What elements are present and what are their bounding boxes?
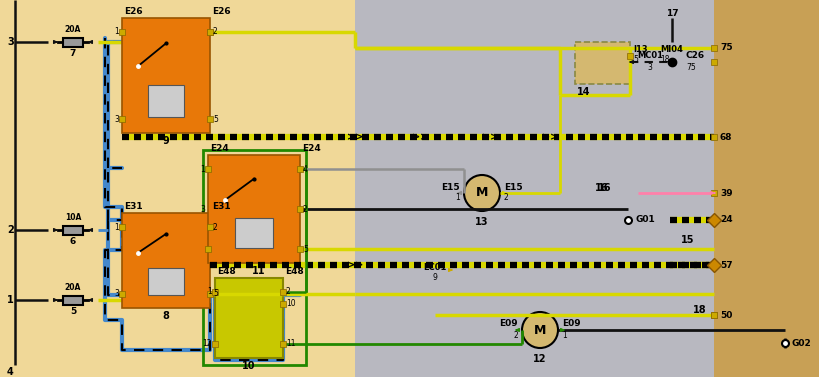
- Text: 2: 2: [303, 204, 307, 213]
- Text: G02: G02: [791, 339, 811, 348]
- Bar: [234, 218, 273, 248]
- Text: 16: 16: [598, 183, 611, 193]
- Bar: [215, 278, 283, 358]
- Text: 75: 75: [719, 43, 731, 52]
- Text: 1: 1: [200, 164, 205, 173]
- Text: 6: 6: [70, 238, 76, 247]
- Bar: [147, 85, 184, 117]
- Text: 1: 1: [114, 28, 119, 37]
- Text: E48: E48: [285, 267, 303, 276]
- Text: I13: I13: [632, 46, 647, 55]
- Text: 12: 12: [532, 354, 546, 364]
- Text: E09: E09: [561, 319, 580, 328]
- Text: 16: 16: [594, 183, 607, 193]
- Text: E15: E15: [504, 182, 522, 192]
- Text: E31: E31: [124, 202, 143, 211]
- Text: 12: 12: [202, 340, 212, 348]
- Circle shape: [522, 312, 557, 348]
- Text: >>: >>: [482, 132, 497, 142]
- Text: MI04: MI04: [659, 46, 682, 55]
- Text: 57: 57: [719, 261, 731, 270]
- Text: 17: 17: [665, 9, 677, 18]
- Text: M: M: [475, 187, 487, 199]
- Text: E31: E31: [212, 202, 230, 211]
- Text: 5: 5: [303, 245, 307, 253]
- Text: 13: 13: [475, 217, 488, 227]
- Text: 5: 5: [213, 290, 218, 299]
- Text: 1: 1: [455, 193, 459, 202]
- Text: 9: 9: [432, 273, 437, 282]
- Text: M: M: [533, 323, 545, 337]
- Text: 1: 1: [561, 331, 566, 340]
- Text: 5: 5: [632, 55, 637, 64]
- Bar: [0, 0, 355, 377]
- Text: 3: 3: [114, 115, 119, 124]
- Text: E24: E24: [301, 144, 320, 153]
- Bar: [355, 0, 713, 377]
- Bar: [122, 18, 210, 133]
- Text: 2: 2: [504, 193, 508, 202]
- Text: >>: >>: [411, 132, 428, 142]
- Bar: [147, 268, 184, 295]
- Text: 2: 2: [286, 288, 291, 296]
- Text: EC01: EC01: [423, 264, 446, 273]
- Text: 5: 5: [213, 115, 218, 124]
- Text: 14: 14: [577, 87, 590, 97]
- Text: 10A: 10A: [65, 213, 81, 222]
- Text: 8: 8: [162, 311, 170, 321]
- Text: 3: 3: [114, 290, 119, 299]
- Bar: [63, 37, 83, 46]
- Text: E24: E24: [210, 144, 229, 153]
- Text: >>: >>: [541, 132, 558, 142]
- Text: 7: 7: [70, 49, 76, 58]
- Bar: [574, 42, 629, 84]
- Text: 1: 1: [207, 288, 212, 296]
- Bar: [122, 213, 210, 308]
- Text: C26: C26: [686, 51, 704, 60]
- Text: 24: 24: [719, 216, 731, 224]
- Text: 2: 2: [513, 331, 518, 340]
- Text: 50: 50: [719, 311, 731, 319]
- Text: 4: 4: [303, 164, 307, 173]
- Text: 5: 5: [70, 308, 76, 317]
- Text: 11: 11: [286, 340, 295, 348]
- Text: 1: 1: [114, 222, 119, 231]
- Text: G01: G01: [636, 216, 655, 224]
- Text: 3: 3: [7, 37, 14, 47]
- Bar: [203, 150, 305, 365]
- Text: 11: 11: [252, 266, 265, 276]
- Text: 3: 3: [647, 63, 652, 72]
- Text: E15: E15: [441, 182, 459, 192]
- Text: 2: 2: [213, 28, 218, 37]
- Bar: [63, 225, 83, 234]
- Circle shape: [464, 175, 500, 211]
- Text: 2: 2: [7, 225, 14, 235]
- Text: E48: E48: [217, 267, 236, 276]
- Text: 15: 15: [681, 235, 694, 245]
- Text: E26: E26: [212, 7, 230, 16]
- Bar: [208, 155, 300, 263]
- Text: 4: 4: [7, 367, 14, 377]
- Text: 18: 18: [659, 55, 668, 64]
- Bar: [713, 0, 819, 377]
- Text: E26: E26: [124, 7, 143, 16]
- Text: 9: 9: [162, 136, 170, 146]
- Text: >>: >>: [346, 132, 363, 142]
- Text: 68: 68: [719, 132, 731, 141]
- Text: 1: 1: [7, 295, 14, 305]
- Text: >>: >>: [346, 260, 363, 270]
- Text: 10: 10: [286, 299, 296, 308]
- Text: 20A: 20A: [65, 25, 81, 34]
- Text: 3: 3: [200, 204, 205, 213]
- Text: MC01: MC01: [636, 51, 663, 60]
- Text: 20A: 20A: [65, 282, 81, 291]
- Text: E09: E09: [499, 319, 518, 328]
- Text: 39: 39: [719, 188, 731, 198]
- Text: 75: 75: [686, 63, 695, 72]
- Text: 10: 10: [242, 361, 256, 371]
- Text: 18: 18: [692, 305, 706, 315]
- Bar: [63, 296, 83, 305]
- Text: 2: 2: [213, 222, 218, 231]
